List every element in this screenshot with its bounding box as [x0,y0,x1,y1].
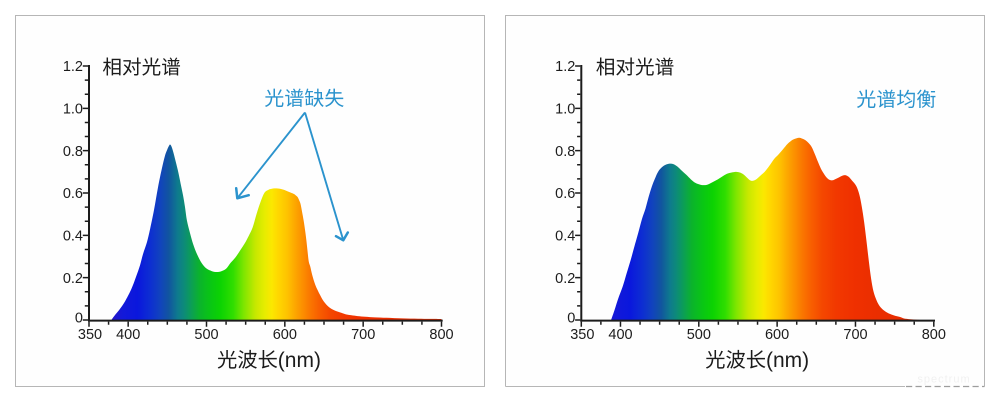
svg-text:800: 800 [429,327,453,343]
svg-text:spectrum: spectrum [917,374,970,386]
svg-text:600: 600 [765,327,789,343]
svg-text:350: 350 [570,327,594,343]
svg-text:600: 600 [273,327,297,343]
svg-text:1.2: 1.2 [63,59,83,75]
svg-text:700: 700 [351,327,375,343]
svg-text:0.4: 0.4 [63,229,83,245]
svg-text:(nm): (nm) [278,349,321,372]
svg-text:(nm): (nm) [766,349,809,372]
svg-text:500: 500 [194,327,218,343]
svg-text:800: 800 [922,327,946,343]
svg-text:0: 0 [75,310,83,326]
svg-text:350: 350 [78,327,102,343]
svg-text:0.8: 0.8 [63,144,83,160]
svg-text:0.8: 0.8 [555,144,575,160]
svg-text:1.0: 1.0 [555,102,575,118]
svg-text:1.2: 1.2 [555,59,575,75]
svg-text:400: 400 [608,327,632,343]
svg-text:0.2: 0.2 [555,271,575,287]
svg-text:1.0: 1.0 [63,102,83,118]
svg-text:700: 700 [843,327,867,343]
svg-text:0.4: 0.4 [555,229,575,245]
svg-text:0.6: 0.6 [63,186,83,202]
svg-text:0: 0 [567,310,575,326]
svg-text:400: 400 [116,327,140,343]
svg-text:0.2: 0.2 [63,271,83,287]
svg-text:500: 500 [687,327,711,343]
svg-text:0.6: 0.6 [555,186,575,202]
